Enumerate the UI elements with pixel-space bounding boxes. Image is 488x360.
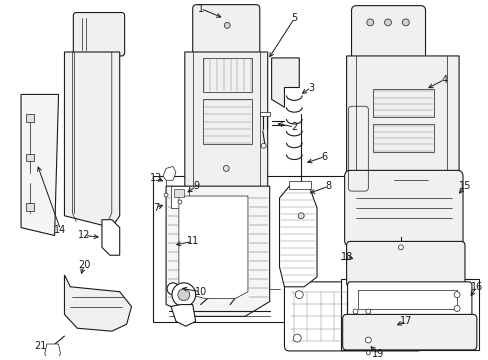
- Text: 7: 7: [153, 203, 159, 213]
- Text: 17: 17: [399, 316, 411, 326]
- Text: 3: 3: [307, 82, 313, 93]
- Text: 13: 13: [150, 173, 162, 183]
- FancyBboxPatch shape: [346, 242, 464, 287]
- Polygon shape: [171, 305, 195, 326]
- Text: 2: 2: [290, 122, 297, 132]
- Circle shape: [384, 19, 391, 26]
- Bar: [372, 124, 433, 152]
- FancyBboxPatch shape: [347, 282, 471, 319]
- Text: 15: 15: [458, 181, 470, 191]
- Text: 6: 6: [321, 152, 327, 162]
- Text: 12: 12: [78, 230, 90, 240]
- Text: 5: 5: [290, 13, 297, 23]
- Circle shape: [295, 291, 303, 299]
- Circle shape: [373, 334, 381, 342]
- Polygon shape: [166, 186, 269, 316]
- Bar: [289, 181, 310, 189]
- Text: 10: 10: [194, 287, 206, 297]
- Polygon shape: [184, 52, 267, 216]
- FancyBboxPatch shape: [73, 13, 124, 56]
- Text: 4: 4: [440, 75, 447, 85]
- Circle shape: [298, 213, 304, 219]
- Circle shape: [178, 289, 189, 301]
- Circle shape: [223, 166, 229, 171]
- Circle shape: [352, 309, 357, 314]
- Text: 14: 14: [54, 225, 66, 235]
- Polygon shape: [259, 112, 269, 116]
- Text: 1: 1: [197, 4, 203, 14]
- Polygon shape: [44, 344, 61, 360]
- Bar: [171, 186, 188, 208]
- Circle shape: [408, 334, 416, 342]
- Circle shape: [453, 292, 459, 298]
- FancyBboxPatch shape: [284, 282, 422, 351]
- Polygon shape: [346, 56, 458, 238]
- Bar: [153, 176, 365, 322]
- Circle shape: [365, 337, 370, 343]
- Circle shape: [398, 245, 403, 250]
- Text: 16: 16: [470, 282, 482, 292]
- Text: 9: 9: [193, 181, 199, 191]
- Circle shape: [164, 193, 168, 197]
- Circle shape: [453, 306, 459, 311]
- Polygon shape: [179, 196, 247, 299]
- Bar: [358, 290, 456, 310]
- Circle shape: [402, 19, 408, 26]
- Polygon shape: [102, 220, 120, 255]
- Text: 18: 18: [340, 252, 352, 262]
- Circle shape: [178, 200, 182, 204]
- Text: 20: 20: [78, 260, 90, 270]
- Bar: [174, 189, 183, 197]
- Circle shape: [261, 143, 265, 148]
- Bar: [372, 90, 433, 117]
- Polygon shape: [163, 166, 176, 180]
- Bar: [26, 154, 34, 162]
- Polygon shape: [64, 52, 120, 228]
- Circle shape: [365, 309, 370, 314]
- Bar: [26, 203, 34, 211]
- Bar: [202, 99, 251, 144]
- Circle shape: [167, 283, 179, 295]
- Text: 19: 19: [371, 349, 384, 359]
- FancyBboxPatch shape: [192, 5, 259, 57]
- FancyBboxPatch shape: [342, 314, 476, 350]
- Circle shape: [366, 351, 369, 355]
- Text: 21: 21: [35, 341, 47, 351]
- Text: 8: 8: [325, 181, 331, 191]
- FancyBboxPatch shape: [351, 6, 425, 63]
- Circle shape: [224, 22, 230, 28]
- Polygon shape: [64, 275, 131, 331]
- Polygon shape: [279, 186, 316, 287]
- Polygon shape: [21, 94, 59, 235]
- Bar: [26, 114, 34, 122]
- Circle shape: [293, 334, 301, 342]
- Bar: [340, 279, 478, 350]
- Polygon shape: [271, 58, 299, 107]
- Circle shape: [366, 19, 373, 26]
- FancyBboxPatch shape: [344, 170, 462, 246]
- Text: 11: 11: [186, 237, 199, 246]
- Circle shape: [172, 283, 195, 306]
- Bar: [202, 58, 251, 93]
